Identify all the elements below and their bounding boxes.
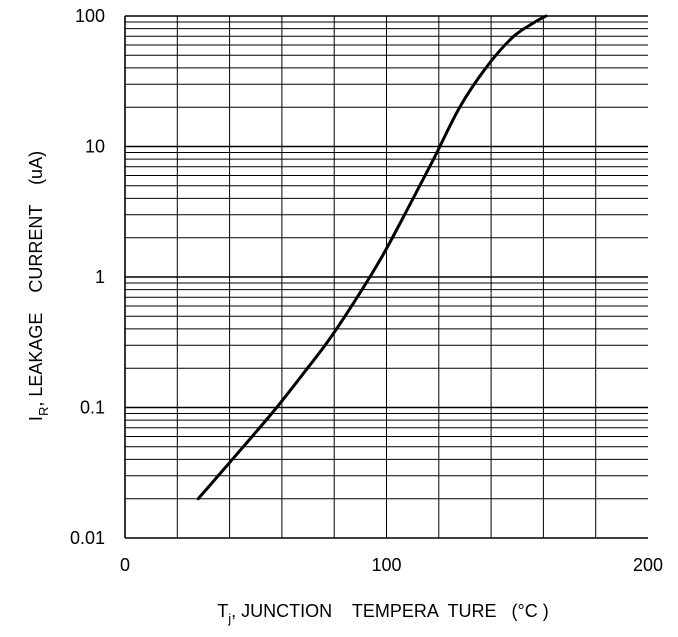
y-tick-label: 1 [95,267,105,287]
x-tick-label: 200 [633,555,663,575]
y-tick-label: 10 [85,137,105,157]
y-axis-label-rest: , LEAKAGE CURRENT (uA) [26,151,46,407]
x-axis-label-rest: , JUNCTION TEMPERA TURE (°C ) [231,601,549,621]
y-tick-label: 100 [75,6,105,26]
x-tick-label: 100 [371,555,401,575]
x-axis-label-main: T [217,601,228,621]
axes [124,16,648,539]
y-tick-label: 0.01 [70,528,105,548]
x-tick-label: 0 [120,555,130,575]
y-axis-label-main: I [26,416,46,421]
y-axis-label: IR, LEAKAGE CURRENT (uA) [26,151,51,421]
y-tick-label: 0.1 [80,398,105,418]
tick-labels: 0 100 200 0.01 0.1 1 10 100 [70,6,663,575]
series [196,14,548,501]
x-axis-label-sub: j [227,611,231,626]
leakage-current-curve [196,14,548,501]
x-axis-label: Tj, JUNCTION TEMPERA TURE (°C ) [217,601,548,626]
grid [125,15,648,538]
y-axis-label-sub: R [36,407,51,416]
